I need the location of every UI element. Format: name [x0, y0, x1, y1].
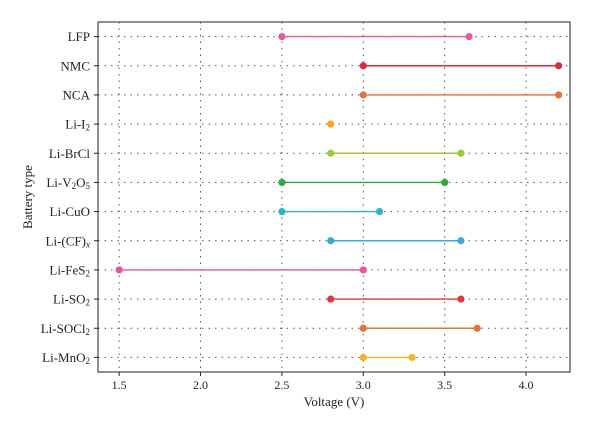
min-point	[359, 353, 367, 362]
category-label: LFP	[68, 29, 90, 44]
max-point	[441, 178, 449, 187]
max-point	[457, 149, 465, 157]
x-axis-title: Voltage (V)	[304, 394, 365, 409]
range-li-fes2	[115, 266, 367, 274]
data-ranges	[115, 32, 563, 362]
x-tick-label: 2.0	[193, 378, 208, 392]
x-tick-label: 3.0	[356, 378, 371, 392]
max-point	[408, 353, 416, 362]
x-tick-label: 1.5	[112, 378, 127, 392]
category-label: Li-(CF)x	[46, 233, 90, 249]
min-point	[327, 295, 335, 303]
min-point	[359, 91, 367, 99]
x-tick-label: 4.0	[519, 378, 534, 392]
y-axis-title: Battery type	[20, 165, 35, 229]
x-tick-label: 3.5	[437, 378, 452, 392]
range-nca	[359, 91, 563, 99]
range-li-brcl	[327, 149, 465, 157]
category-label: Li-I2	[65, 117, 90, 133]
range-li-cuo	[278, 207, 384, 216]
min-point	[278, 207, 286, 216]
range-li-i2	[327, 120, 335, 128]
category-label: Li-SO2	[53, 292, 90, 308]
range-li-v2o5	[278, 178, 449, 187]
range-li-mno2	[359, 353, 416, 362]
min-point	[327, 149, 335, 157]
category-label: Li-SOCl2	[41, 321, 90, 337]
range-lfp	[278, 32, 473, 41]
min-point	[327, 120, 335, 128]
min-point	[359, 324, 367, 332]
max-point	[457, 295, 465, 303]
max-point	[473, 324, 481, 332]
min-point	[278, 32, 286, 41]
grid-lines	[98, 22, 570, 372]
range-li-so2	[327, 295, 465, 303]
max-point	[457, 237, 465, 245]
range-li-socl2	[359, 324, 481, 332]
category-label: Li-FeS2	[49, 262, 90, 278]
x-tick-label: 2.5	[274, 378, 289, 392]
category-label: Li-MnO2	[42, 350, 90, 366]
category-label: NMC	[60, 58, 90, 73]
category-label: Li-BrCl	[49, 146, 91, 161]
min-point	[115, 266, 123, 274]
x-axis-ticks: 1.5 2.0 2.5 3.0 3.5 4.0	[112, 372, 534, 392]
range-li-cf-x	[327, 237, 465, 245]
category-label: Li-CuO	[50, 204, 90, 219]
max-point	[555, 91, 563, 99]
plot-frame	[97, 21, 571, 373]
min-point	[327, 237, 335, 245]
max-point	[465, 32, 473, 41]
y-axis-categories: LFP NMC NCA Li-I2 Li-BrCl Li-V2O5 Li-CuO Li-(CF…	[41, 29, 98, 366]
min-point	[278, 178, 286, 187]
max-point	[375, 207, 384, 216]
min-point	[359, 62, 367, 70]
range-nmc	[359, 62, 563, 70]
max-point	[555, 62, 563, 70]
max-point	[359, 266, 367, 274]
category-label: Li-V2O5	[46, 175, 90, 191]
category-label: NCA	[63, 87, 91, 102]
